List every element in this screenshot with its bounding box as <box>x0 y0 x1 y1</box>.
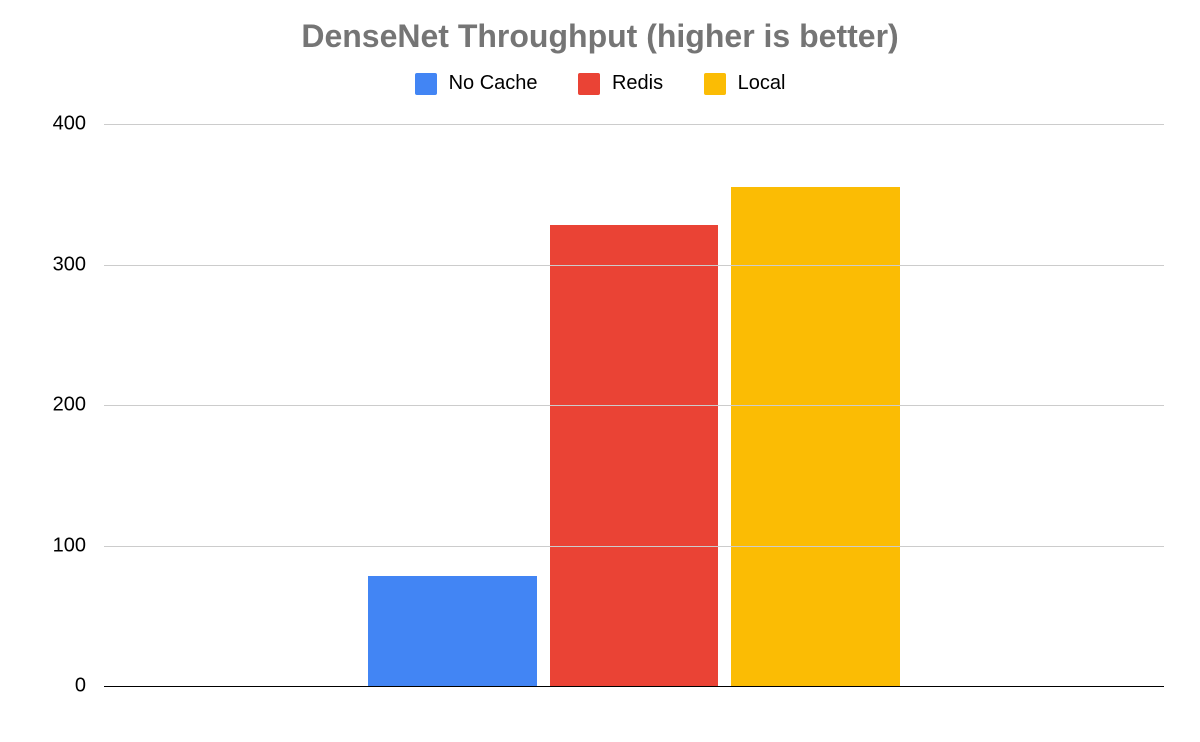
y-tick-label: 200 <box>6 394 86 417</box>
bar <box>731 187 900 686</box>
grid-line <box>104 265 1164 266</box>
legend-label: No Cache <box>449 72 538 95</box>
legend-label: Local <box>738 72 786 95</box>
plot-area: 0100200300400 <box>104 124 1164 686</box>
y-tick-label: 100 <box>6 534 86 557</box>
x-axis-line <box>104 686 1164 687</box>
y-tick-label: 400 <box>6 113 86 136</box>
chart-legend: No Cache Redis Local <box>0 72 1200 100</box>
legend-label: Redis <box>612 72 663 95</box>
legend-swatch <box>704 73 726 95</box>
legend-swatch <box>415 73 437 95</box>
bar <box>550 225 719 686</box>
bar <box>368 576 537 686</box>
y-tick-label: 300 <box>6 253 86 276</box>
y-tick-label: 0 <box>6 675 86 698</box>
grid-line <box>104 405 1164 406</box>
grid-line <box>104 124 1164 125</box>
legend-item-no-cache: No Cache <box>415 72 538 95</box>
legend-swatch <box>578 73 600 95</box>
legend-item-local: Local <box>704 72 786 95</box>
chart-container: DenseNet Throughput (higher is better) N… <box>0 0 1200 742</box>
chart-title: DenseNet Throughput (higher is better) <box>0 18 1200 55</box>
legend-item-redis: Redis <box>578 72 663 95</box>
grid-line <box>104 546 1164 547</box>
